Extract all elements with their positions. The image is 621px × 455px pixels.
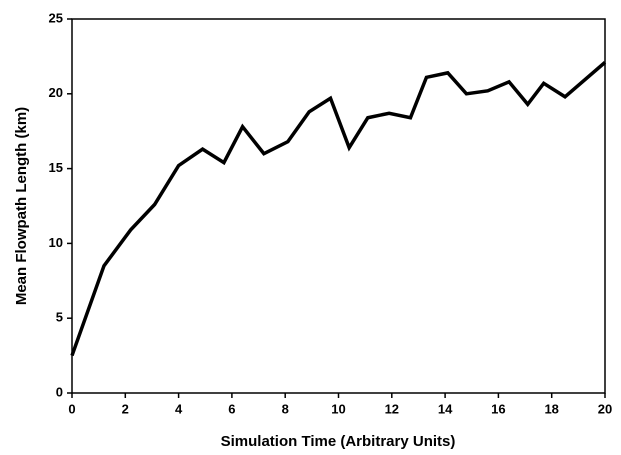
x-tick-label: 16 <box>491 401 505 416</box>
y-tick-label: 15 <box>49 160 63 175</box>
y-axis-label: Mean Flowpath Length (km) <box>13 107 30 305</box>
x-axis-label: Simulation Time (Arbitrary Units) <box>221 433 456 450</box>
x-tick-label: 20 <box>598 401 612 416</box>
x-tick-label: 18 <box>544 401 558 416</box>
y-tick-label: 0 <box>56 384 63 399</box>
x-tick-label: 2 <box>122 401 129 416</box>
y-tick-label: 10 <box>49 235 63 250</box>
y-tick-label: 5 <box>56 310 63 325</box>
x-tick-label: 6 <box>228 401 235 416</box>
data-line <box>70 61 607 357</box>
y-tick-label: 25 <box>49 10 63 25</box>
x-tick-label: 4 <box>175 401 183 416</box>
x-tick-label: 12 <box>385 401 399 416</box>
x-tick-label: 8 <box>282 401 289 416</box>
x-tick-label: 10 <box>331 401 345 416</box>
y-tick-label: 20 <box>49 85 63 100</box>
x-tick-label: 14 <box>438 401 453 416</box>
x-tick-label: 0 <box>68 401 75 416</box>
